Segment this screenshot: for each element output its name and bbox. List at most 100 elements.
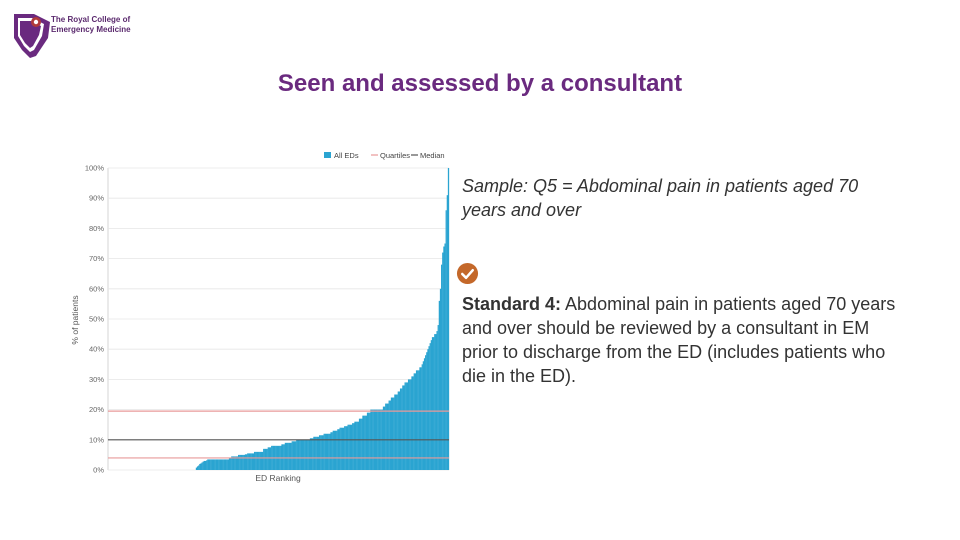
bar — [342, 427, 345, 470]
bar — [207, 459, 209, 470]
bar — [252, 453, 255, 470]
bar — [201, 462, 203, 470]
bar — [292, 441, 295, 470]
bar — [243, 454, 246, 470]
bar — [447, 168, 450, 470]
bar — [430, 340, 433, 470]
bar — [431, 337, 434, 470]
bar — [402, 385, 404, 470]
bar — [234, 456, 236, 470]
bar — [358, 418, 361, 470]
bar — [399, 388, 402, 470]
bar — [382, 406, 385, 470]
check-circle-icon — [456, 262, 479, 285]
bar — [365, 415, 368, 470]
bar — [255, 451, 257, 470]
bar — [437, 325, 439, 470]
bar — [198, 465, 200, 470]
bar — [350, 424, 353, 470]
bar — [323, 433, 325, 470]
bar — [325, 433, 328, 470]
bar — [240, 454, 242, 470]
bar — [224, 459, 226, 470]
bar — [267, 447, 269, 470]
bar — [346, 426, 348, 470]
standard-description: Standard 4: Abdominal pain in patients a… — [462, 292, 902, 388]
bar — [395, 394, 397, 470]
y-tick-label: 90% — [89, 194, 104, 203]
bar — [297, 439, 299, 470]
bar — [261, 451, 264, 470]
bar — [423, 358, 426, 470]
bar — [212, 459, 215, 470]
bar — [220, 459, 223, 470]
bar — [429, 343, 431, 470]
y-tick-label: 10% — [89, 435, 104, 444]
bar — [316, 436, 318, 470]
bar — [363, 415, 365, 470]
bar — [235, 456, 238, 470]
bar — [211, 459, 214, 470]
bar — [314, 436, 316, 470]
bar — [226, 459, 228, 470]
legend-label-quartiles: Quartiles — [380, 151, 410, 160]
y-tick-label: 0% — [93, 466, 104, 475]
y-tick-labels: 0% 10% 20% 30% 40% 50% 60% 70% 80% 90% 100% — [85, 164, 105, 475]
bar — [434, 334, 436, 470]
bar — [233, 456, 235, 470]
bar — [368, 412, 370, 470]
bar — [421, 364, 423, 470]
bar — [202, 461, 204, 470]
bar — [390, 397, 393, 470]
bar — [444, 243, 446, 470]
bar — [410, 379, 412, 470]
bar — [321, 435, 323, 470]
bar — [405, 382, 407, 470]
bar — [299, 439, 301, 470]
bar — [317, 436, 320, 470]
bar — [266, 448, 268, 470]
bar — [391, 397, 394, 470]
bar — [208, 459, 210, 470]
bar — [387, 403, 389, 470]
bar — [244, 454, 247, 470]
bar — [218, 459, 220, 470]
bar — [219, 459, 222, 470]
bar — [298, 439, 300, 470]
bar — [344, 426, 346, 470]
bar — [203, 460, 206, 470]
bar — [263, 448, 265, 470]
bar — [356, 421, 358, 470]
bar — [420, 367, 422, 470]
sample-description: Sample: Q5 = Abdominal pain in patients … — [462, 176, 859, 220]
bar — [337, 429, 339, 470]
bar — [256, 451, 258, 470]
bar — [199, 463, 201, 470]
bar — [215, 459, 217, 470]
bar — [413, 373, 415, 470]
bar — [398, 391, 401, 470]
bar — [284, 442, 287, 470]
bar — [428, 346, 430, 470]
bar — [419, 367, 421, 470]
bar — [417, 370, 419, 470]
bar — [364, 415, 366, 470]
bar — [388, 400, 390, 470]
bar — [281, 444, 283, 470]
bar — [196, 466, 199, 470]
bar — [300, 439, 303, 470]
bar — [200, 463, 202, 470]
bar — [214, 459, 216, 470]
bar — [288, 442, 290, 470]
bar — [209, 459, 211, 470]
bar — [349, 424, 352, 470]
legend-swatch-all-eds — [324, 152, 331, 158]
ed-ranking-bar-chart: 0% 10% 20% 30% 40% 50% 60% 70% 80% 90% 100% % of p… — [70, 151, 450, 483]
bar — [216, 459, 218, 470]
bar — [295, 441, 297, 470]
bar — [305, 439, 307, 470]
bar — [238, 454, 240, 470]
bar — [260, 451, 263, 470]
y-axis-label: % of patients — [70, 295, 80, 344]
bar — [369, 412, 371, 470]
